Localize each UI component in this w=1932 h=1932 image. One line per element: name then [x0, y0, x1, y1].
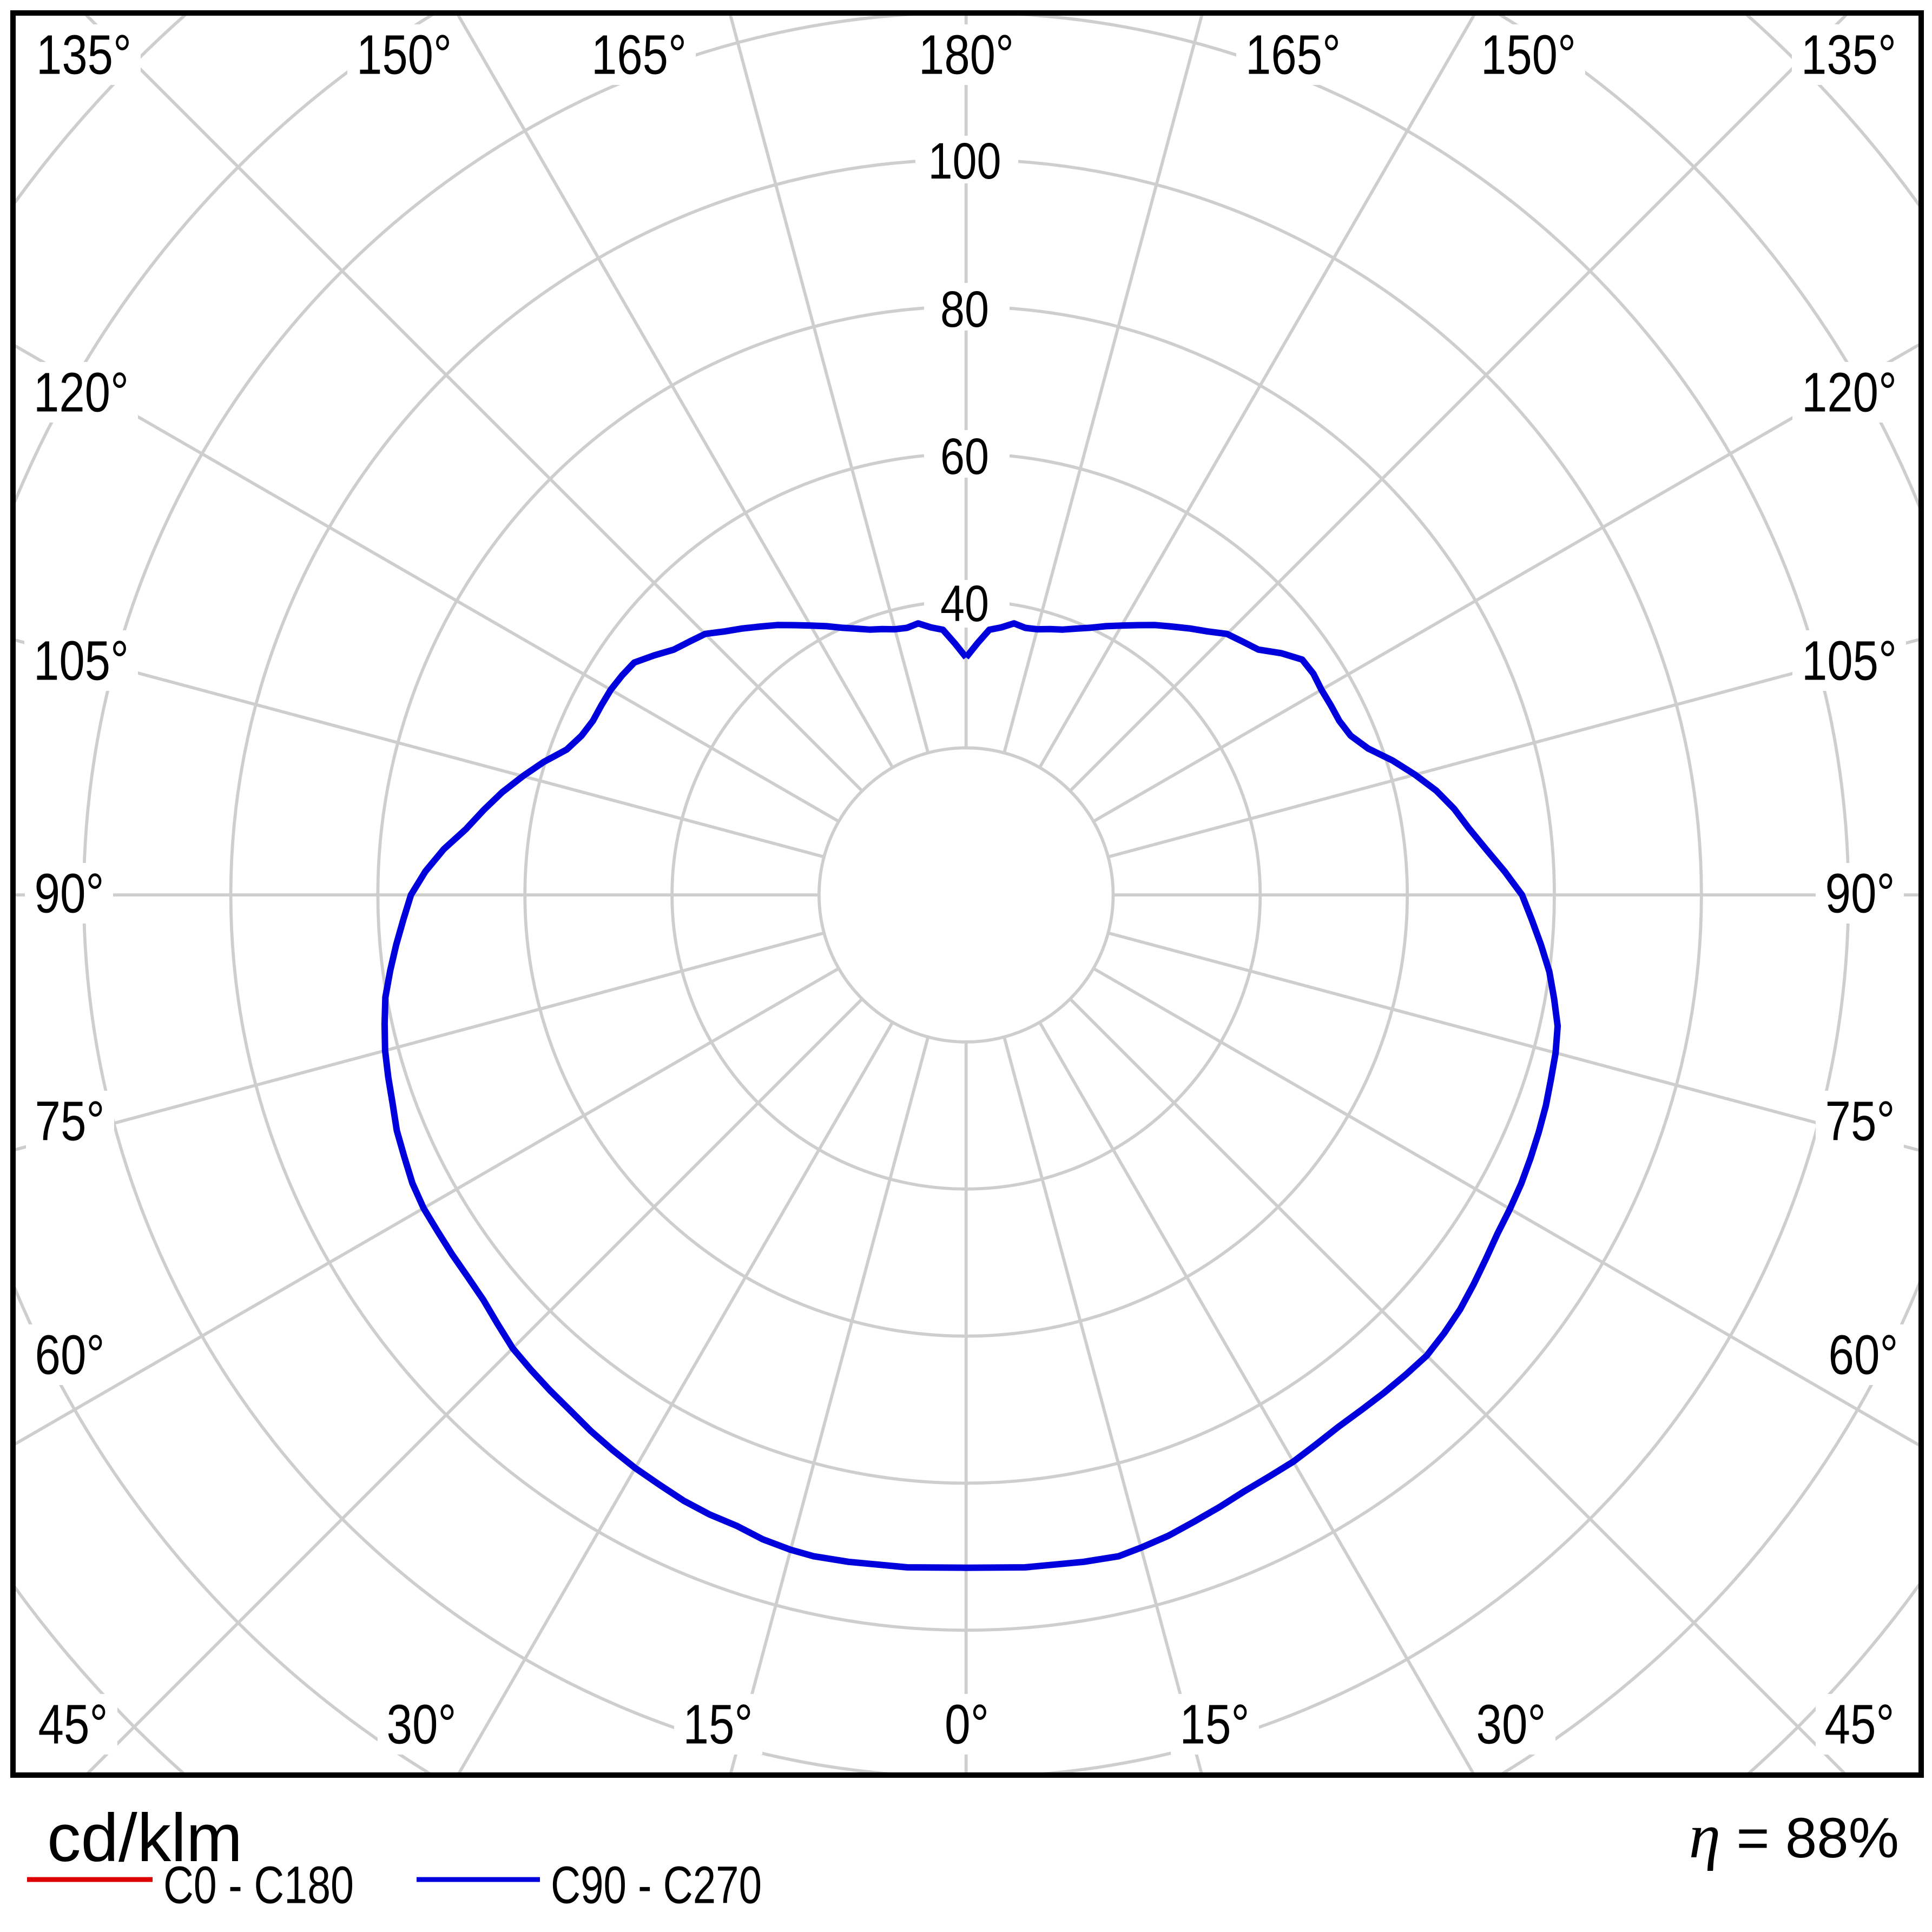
svg-text:C0 - C180: C0 - C180	[163, 1856, 354, 1915]
svg-text:30°: 30°	[1476, 1693, 1546, 1756]
svg-text:15°: 15°	[683, 1693, 753, 1756]
svg-text:120°: 120°	[34, 361, 129, 424]
svg-text:60: 60	[940, 428, 989, 485]
svg-text:90°: 90°	[35, 862, 104, 925]
svg-text:150°: 150°	[357, 24, 452, 86]
svg-text:60°: 60°	[1829, 1324, 1898, 1386]
svg-text:105°: 105°	[34, 630, 129, 692]
svg-text:0°: 0°	[945, 1693, 989, 1756]
svg-text:η = 88%: η = 88%	[1689, 1801, 1899, 1871]
svg-text:180°: 180°	[919, 24, 1014, 86]
svg-text:40: 40	[940, 575, 989, 632]
svg-text:45°: 45°	[38, 1693, 108, 1756]
svg-text:100: 100	[928, 133, 1001, 190]
svg-text:C90 - C270: C90 - C270	[551, 1856, 762, 1915]
svg-text:135°: 135°	[1801, 24, 1896, 86]
svg-text:105°: 105°	[1802, 630, 1897, 692]
svg-text:cd/klm: cd/klm	[47, 1801, 242, 1876]
svg-text:165°: 165°	[1245, 24, 1341, 86]
svg-text:120°: 120°	[1802, 361, 1897, 424]
svg-text:30°: 30°	[387, 1693, 457, 1756]
svg-text:165°: 165°	[591, 24, 687, 86]
svg-text:15°: 15°	[1180, 1693, 1250, 1756]
svg-text:75°: 75°	[1825, 1090, 1895, 1152]
svg-text:75°: 75°	[35, 1090, 105, 1152]
svg-text:135°: 135°	[36, 24, 131, 86]
svg-text:150°: 150°	[1481, 24, 1576, 86]
svg-text:80: 80	[940, 281, 989, 338]
svg-text:90°: 90°	[1825, 862, 1895, 925]
svg-text:45°: 45°	[1825, 1693, 1895, 1756]
svg-text:60°: 60°	[35, 1324, 105, 1386]
